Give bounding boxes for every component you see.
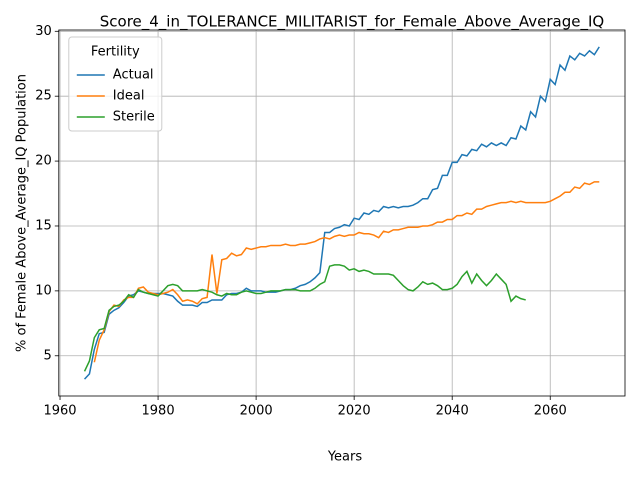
legend: Fertility Actual Ideal Sterile <box>68 36 163 132</box>
y-tick-label: 25 <box>35 89 52 104</box>
y-tick-label: 30 <box>35 24 52 39</box>
x-tick-label: 2020 <box>338 404 371 419</box>
series-line <box>83 264 526 372</box>
legend-label: Ideal <box>113 89 145 104</box>
x-tick-label: 1960 <box>43 404 76 419</box>
x-axis-label: Years <box>327 450 363 465</box>
x-tick-label: 2000 <box>240 404 273 419</box>
series-line <box>93 181 600 363</box>
legend-box <box>68 36 163 132</box>
series-line <box>83 46 600 380</box>
y-tick-label: 5 <box>44 348 52 363</box>
y-tick-label: 20 <box>35 154 52 169</box>
y-tick-label: 15 <box>35 218 52 233</box>
x-tick-label: 2040 <box>436 404 469 419</box>
chart-title: Score_4_in_TOLERANCE_MILITARIST_for_Fema… <box>100 13 604 32</box>
y-axis-label: % of Female Above_Average_IQ Population <box>15 74 30 352</box>
legend-label: Sterile <box>113 110 155 125</box>
x-tick-label: 1980 <box>142 404 175 419</box>
legend-title: Fertility <box>91 45 140 60</box>
y-tick-label: 10 <box>35 283 52 298</box>
plot-frame <box>58 29 626 397</box>
legend-label: Actual <box>113 68 154 83</box>
x-tick-label: 2060 <box>534 404 567 419</box>
